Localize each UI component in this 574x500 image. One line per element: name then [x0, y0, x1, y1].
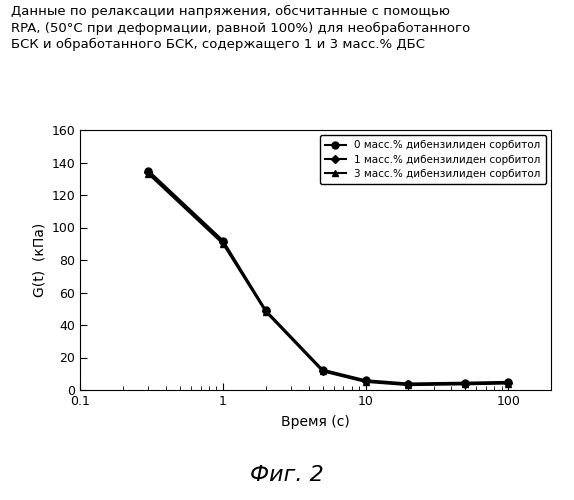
Y-axis label: G(t)  (кПа): G(t) (кПа) — [32, 223, 46, 297]
1 масс.% дибензилиден сорбитол — [262, 308, 269, 314]
3 масс.% дибензилиден сорбитол — [461, 382, 468, 388]
Text: Фиг. 2: Фиг. 2 — [250, 465, 324, 485]
0 масс.% дибензилиден сорбитол — [145, 168, 152, 173]
Line: 1 масс.% дибензилиден сорбитол: 1 масс.% дибензилиден сорбитол — [146, 170, 511, 387]
1 масс.% дибензилиден сорбитол — [219, 239, 226, 245]
1 масс.% дибензилиден сорбитол — [145, 169, 152, 175]
0 масс.% дибензилиден сорбитол — [262, 308, 269, 314]
0 масс.% дибензилиден сорбитол — [362, 377, 369, 383]
Line: 3 масс.% дибензилиден сорбитол: 3 масс.% дибензилиден сорбитол — [145, 170, 511, 388]
3 масс.% дибензилиден сорбитол — [505, 380, 511, 386]
3 масс.% дибензилиден сорбитол — [219, 241, 226, 247]
3 масс.% дибензилиден сорбитол — [405, 382, 412, 388]
Legend: 0 масс.% дибензилиден сорбитол, 1 масс.% дибензилиден сорбитол, 3 масс.% дибензи: 0 масс.% дибензилиден сорбитол, 1 масс.%… — [320, 135, 546, 184]
0 масс.% дибензилиден сорбитол — [405, 380, 412, 386]
1 масс.% дибензилиден сорбитол — [461, 380, 468, 386]
0 масс.% дибензилиден сорбитол — [461, 380, 468, 386]
3 масс.% дибензилиден сорбитол — [145, 171, 152, 177]
1 масс.% дибензилиден сорбитол — [362, 378, 369, 384]
1 масс.% дибензилиден сорбитол — [405, 382, 412, 388]
3 масс.% дибензилиден сорбитол — [362, 379, 369, 385]
0 масс.% дибензилиден сорбитол — [319, 366, 326, 372]
3 масс.% дибензилиден сорбитол — [262, 309, 269, 315]
0 масс.% дибензилиден сорбитол — [219, 238, 226, 244]
X-axis label: Время (с): Время (с) — [281, 415, 350, 429]
Line: 0 масс.% дибензилиден сорбитол: 0 масс.% дибензилиден сорбитол — [145, 167, 511, 387]
0 масс.% дибензилиден сорбитол — [505, 379, 511, 385]
Text: Данные по релаксации напряжения, обсчитанные с помощью
RPA, (50°C при деформации: Данные по релаксации напряжения, обсчита… — [11, 5, 471, 52]
1 масс.% дибензилиден сорбитол — [319, 368, 326, 374]
1 масс.% дибензилиден сорбитол — [505, 380, 511, 386]
3 масс.% дибензилиден сорбитол — [319, 368, 326, 374]
